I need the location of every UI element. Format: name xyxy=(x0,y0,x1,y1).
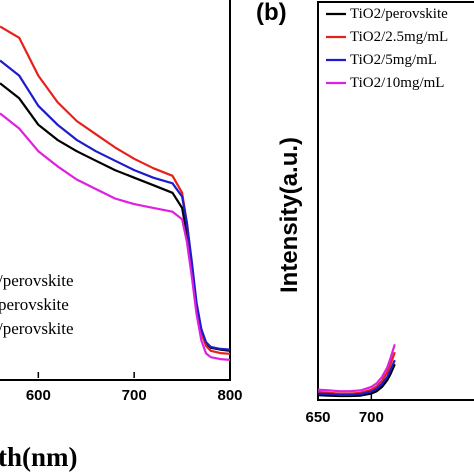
series-line-4 xyxy=(0,112,231,361)
legend-entry: TiO2/perovskite xyxy=(350,6,448,22)
panel-a-x-axis-label: th(nm) xyxy=(0,442,78,472)
x-tick-label: 650 xyxy=(305,409,330,426)
panel-a-plot-frame xyxy=(0,0,231,381)
series-line-2 xyxy=(317,351,396,395)
legend-entry: TiO2/10mg/mL xyxy=(350,75,444,91)
series-line-2 xyxy=(0,25,231,355)
legend-entry: /perovskite xyxy=(0,319,74,338)
panel-b-x-ticks: 650 700 xyxy=(305,394,384,426)
panel-b-y-axis-label: Intensity(a.u.) xyxy=(276,137,303,293)
x-tick-label: 800 xyxy=(217,387,242,404)
legend-entry: TiO2/2.5mg/mL xyxy=(350,29,448,45)
x-tick-label: 600 xyxy=(26,387,51,404)
panel-b-series-lines xyxy=(317,343,396,398)
legend-entry: /perovskite xyxy=(0,271,74,290)
panel-b: (b) 650 700 TiO2/perovskiteTiO2/2.5mg/mLT… xyxy=(256,0,474,426)
panel-b-plot-frame xyxy=(317,1,474,401)
x-tick-label: 700 xyxy=(122,387,147,404)
panel-a-x-ticks: 600 700 800 xyxy=(26,372,243,404)
panel-a-legend: /perovskite perovskite/perovskite xyxy=(0,271,74,338)
legend-entry: TiO2/5mg/mL xyxy=(350,52,437,68)
panel-a-series-lines xyxy=(0,25,231,361)
series-line-1 xyxy=(317,363,396,398)
panel-a: 600 700 800 /perovskite perovskite/perovski… xyxy=(0,0,243,472)
panel-b-label: (b) xyxy=(256,0,287,26)
legend-entry: perovskite xyxy=(0,295,69,314)
series-line-3 xyxy=(317,359,396,396)
series-line-3 xyxy=(0,59,231,351)
panel-b-legend: TiO2/perovskite TiO2/2.5mg/mL TiO2/5mg/mL T… xyxy=(326,6,448,91)
series-line-4 xyxy=(317,343,396,393)
x-tick-label: 700 xyxy=(359,409,384,426)
